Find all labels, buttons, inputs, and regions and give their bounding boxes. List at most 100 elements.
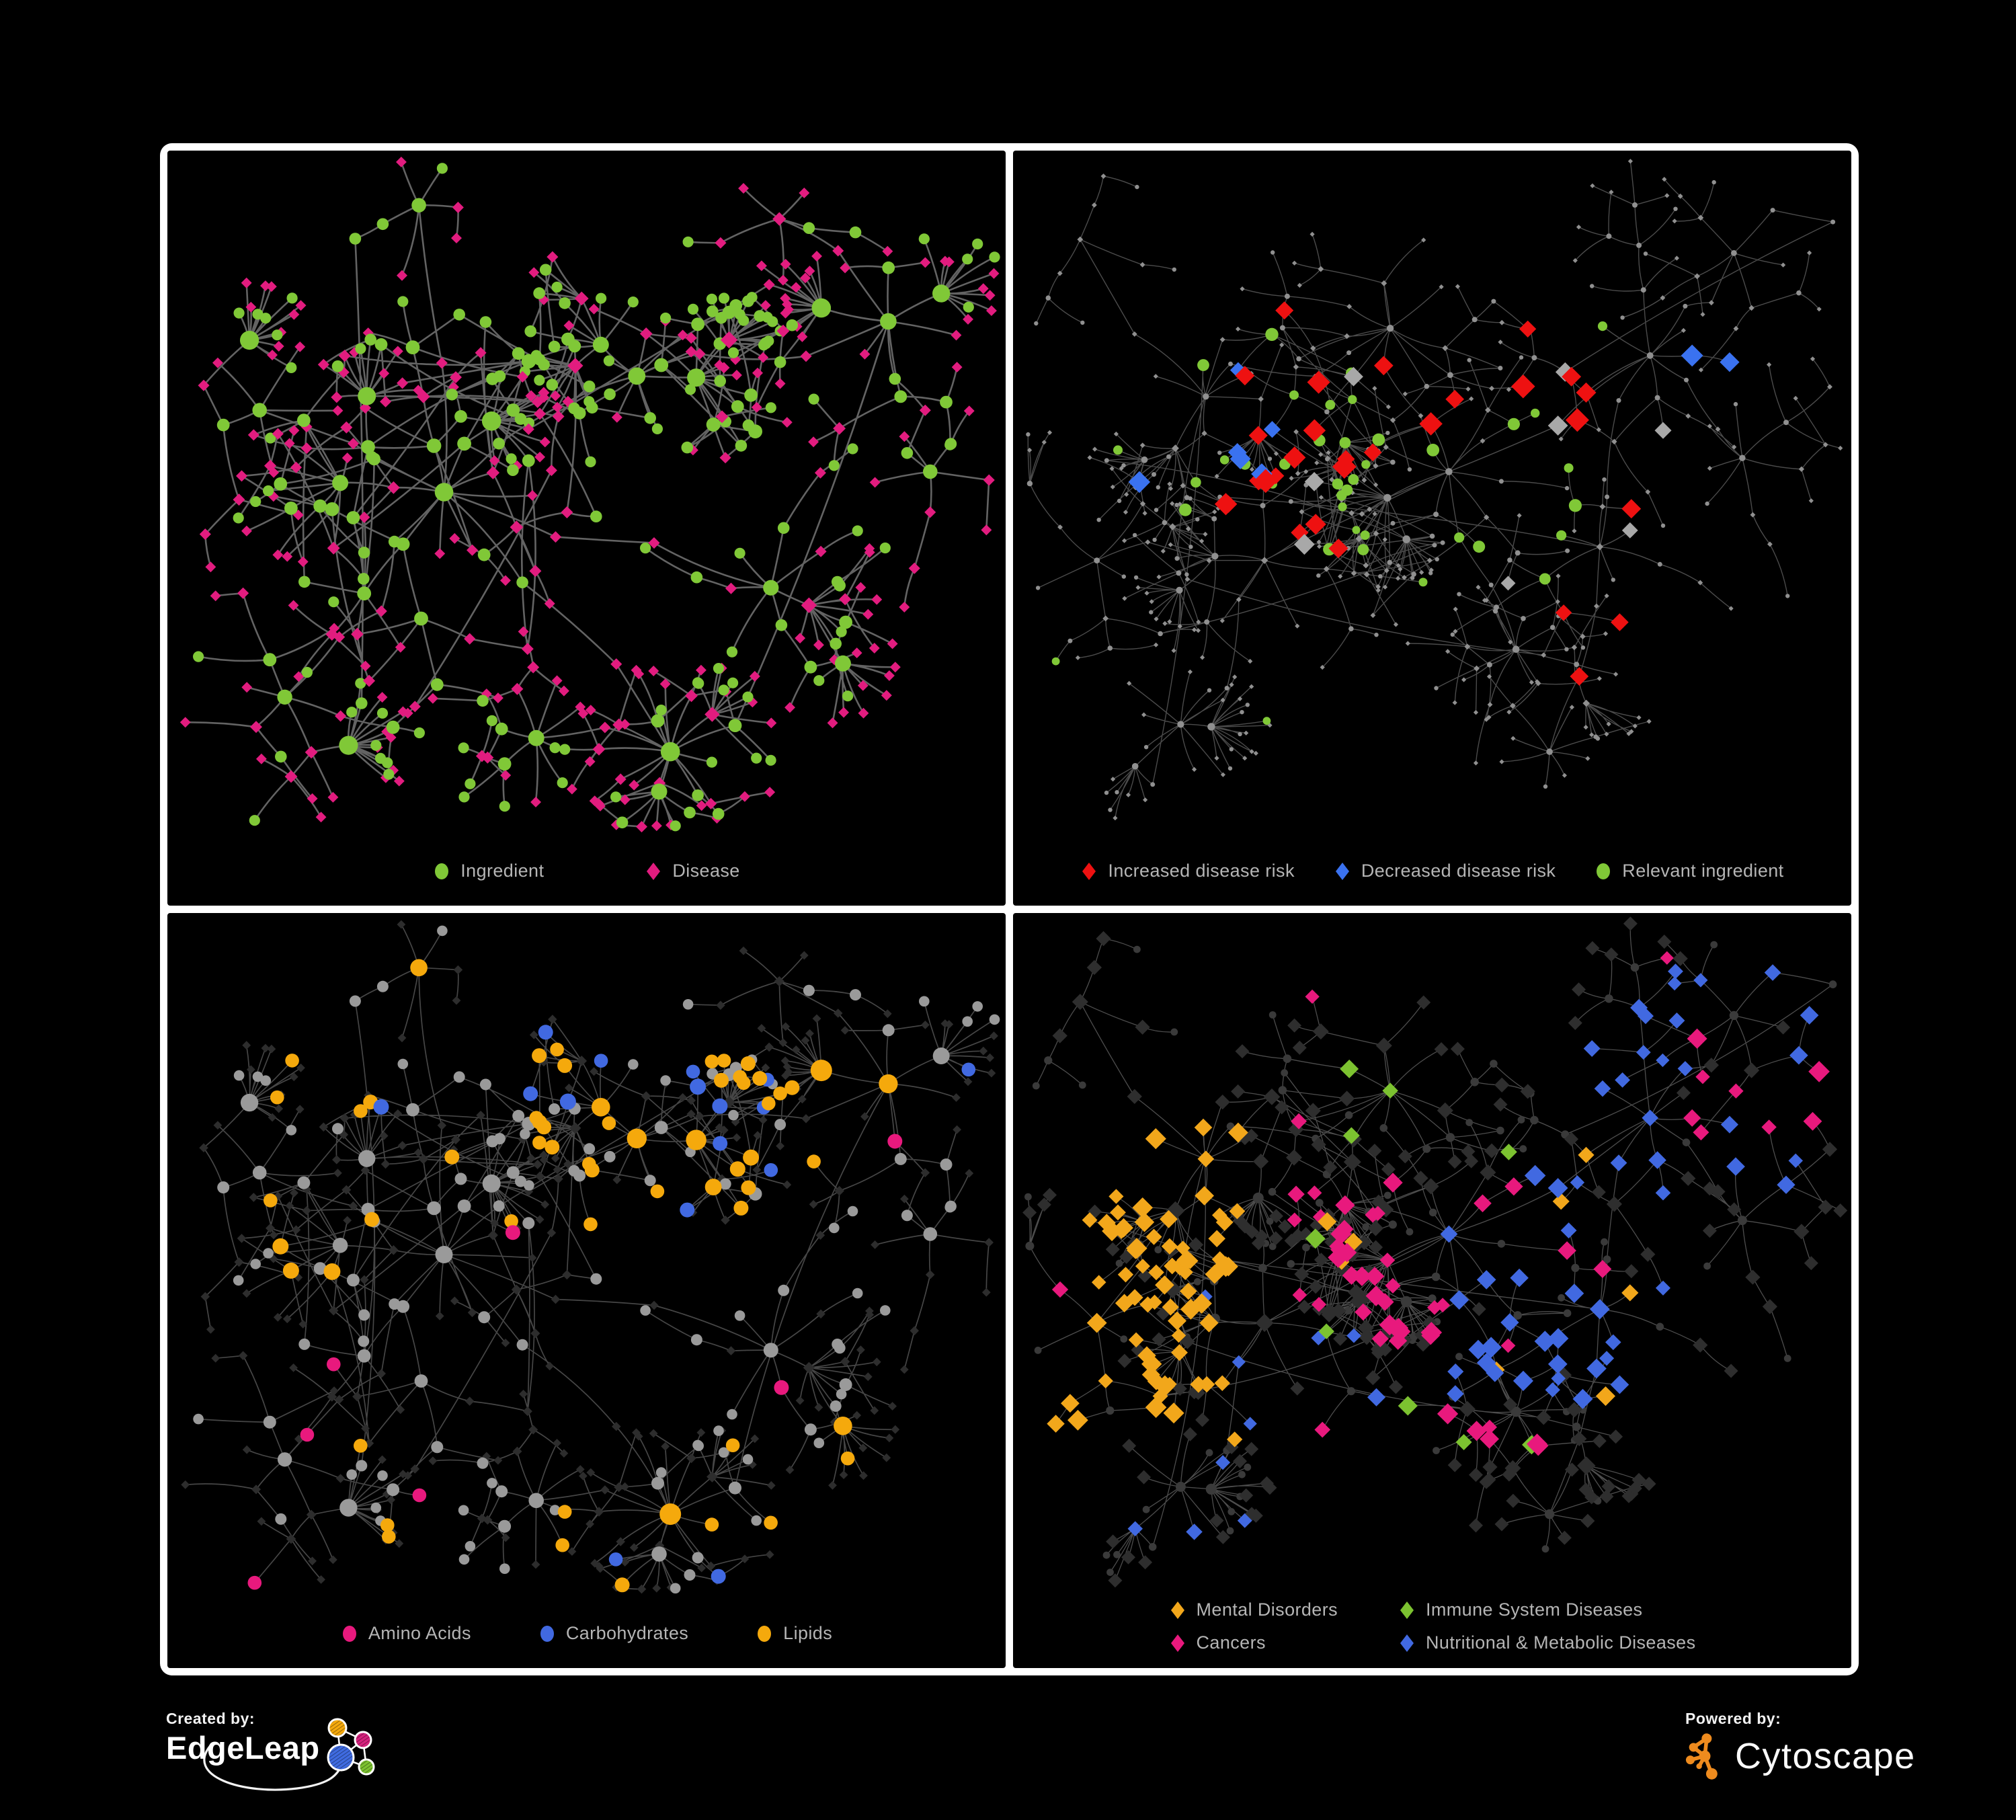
network-node bbox=[1585, 941, 1600, 955]
network-node bbox=[1149, 610, 1154, 615]
network-node bbox=[1340, 1060, 1359, 1078]
network-node bbox=[557, 777, 568, 789]
network-node bbox=[1240, 286, 1245, 292]
network-node bbox=[375, 605, 387, 617]
network-node bbox=[751, 752, 762, 764]
network-node bbox=[1416, 995, 1431, 1010]
network-node bbox=[1034, 1347, 1042, 1354]
network-node bbox=[1332, 454, 1357, 479]
network-node bbox=[1268, 1011, 1277, 1019]
network-node bbox=[767, 316, 778, 327]
network-node bbox=[1605, 994, 1613, 1003]
network-node bbox=[1683, 1109, 1701, 1127]
network-node bbox=[1390, 459, 1396, 465]
network-node bbox=[1488, 582, 1494, 588]
network-node bbox=[551, 675, 563, 686]
network-node bbox=[704, 1517, 719, 1532]
network-node bbox=[1323, 1160, 1338, 1175]
network-node bbox=[392, 346, 403, 357]
network-node bbox=[1583, 725, 1588, 730]
network-node bbox=[1432, 543, 1437, 548]
network-node bbox=[869, 643, 880, 654]
network-node bbox=[475, 347, 487, 359]
network-node bbox=[765, 754, 776, 766]
network-node bbox=[1254, 1229, 1269, 1244]
network-node bbox=[476, 1111, 485, 1120]
network-node bbox=[361, 440, 375, 454]
network-node bbox=[1348, 510, 1355, 516]
network-node bbox=[551, 281, 563, 293]
network-node bbox=[481, 411, 501, 431]
network-node bbox=[1170, 1028, 1178, 1036]
network-node bbox=[1482, 1472, 1496, 1487]
network-node bbox=[901, 447, 914, 459]
network-node bbox=[352, 1391, 362, 1402]
network-node bbox=[1383, 444, 1389, 450]
network-node bbox=[1590, 183, 1595, 188]
network-node bbox=[695, 1111, 704, 1121]
network-node bbox=[1107, 645, 1113, 651]
network-node bbox=[894, 390, 908, 403]
network-node bbox=[1132, 532, 1137, 538]
network-node bbox=[706, 756, 717, 768]
network-node bbox=[1500, 576, 1516, 591]
network-node bbox=[1176, 586, 1183, 594]
network-node bbox=[302, 1205, 311, 1216]
network-node bbox=[751, 401, 762, 413]
network-node bbox=[1318, 495, 1324, 500]
network-node bbox=[1416, 1337, 1430, 1352]
network-node bbox=[1654, 422, 1672, 439]
network-node bbox=[1681, 327, 1686, 333]
network-node bbox=[1697, 580, 1703, 586]
network-node bbox=[346, 511, 360, 524]
network-node bbox=[1057, 270, 1063, 276]
network-node bbox=[252, 1165, 267, 1180]
network-node bbox=[397, 1033, 407, 1043]
network-node bbox=[1288, 499, 1293, 504]
network-node bbox=[548, 1015, 557, 1024]
network-node bbox=[1067, 638, 1073, 643]
network-node bbox=[289, 1363, 298, 1372]
network-node bbox=[888, 1402, 897, 1411]
network-node bbox=[531, 1560, 540, 1569]
network-node bbox=[378, 1455, 387, 1464]
network-node bbox=[240, 1093, 259, 1112]
network-node bbox=[242, 1445, 251, 1454]
network-node bbox=[1184, 572, 1189, 577]
network-node bbox=[1361, 477, 1367, 483]
network-node bbox=[1454, 532, 1465, 543]
network-node bbox=[1379, 1253, 1396, 1268]
network-node bbox=[295, 300, 307, 311]
network-node bbox=[882, 261, 895, 274]
network-node bbox=[1253, 750, 1258, 756]
network-node bbox=[427, 693, 438, 704]
network-node bbox=[627, 1128, 647, 1148]
network-node bbox=[335, 1474, 346, 1483]
network-node bbox=[965, 1169, 974, 1178]
network-node bbox=[444, 1149, 460, 1164]
network-node bbox=[718, 1447, 729, 1458]
network-node bbox=[1185, 526, 1191, 532]
network-node bbox=[640, 543, 651, 554]
network-node bbox=[1121, 1550, 1135, 1565]
network-node bbox=[1379, 1124, 1388, 1132]
network-node bbox=[1153, 374, 1158, 379]
network-node bbox=[1605, 1334, 1621, 1351]
network-node bbox=[557, 1058, 573, 1073]
network-node bbox=[1473, 760, 1479, 766]
network-node bbox=[1238, 731, 1242, 737]
network-node bbox=[1131, 331, 1137, 337]
network-node bbox=[357, 1349, 371, 1363]
network-node bbox=[501, 1339, 510, 1347]
network-node bbox=[1305, 514, 1326, 535]
network-node bbox=[1348, 626, 1354, 631]
network-node bbox=[901, 1210, 913, 1222]
network-node bbox=[616, 1537, 625, 1546]
network-node bbox=[294, 1434, 303, 1443]
network-node bbox=[198, 379, 210, 391]
network-node bbox=[487, 1478, 497, 1489]
network-node bbox=[569, 1122, 581, 1134]
network-node bbox=[567, 358, 583, 374]
network-node bbox=[811, 251, 822, 262]
network-node bbox=[1429, 533, 1435, 539]
